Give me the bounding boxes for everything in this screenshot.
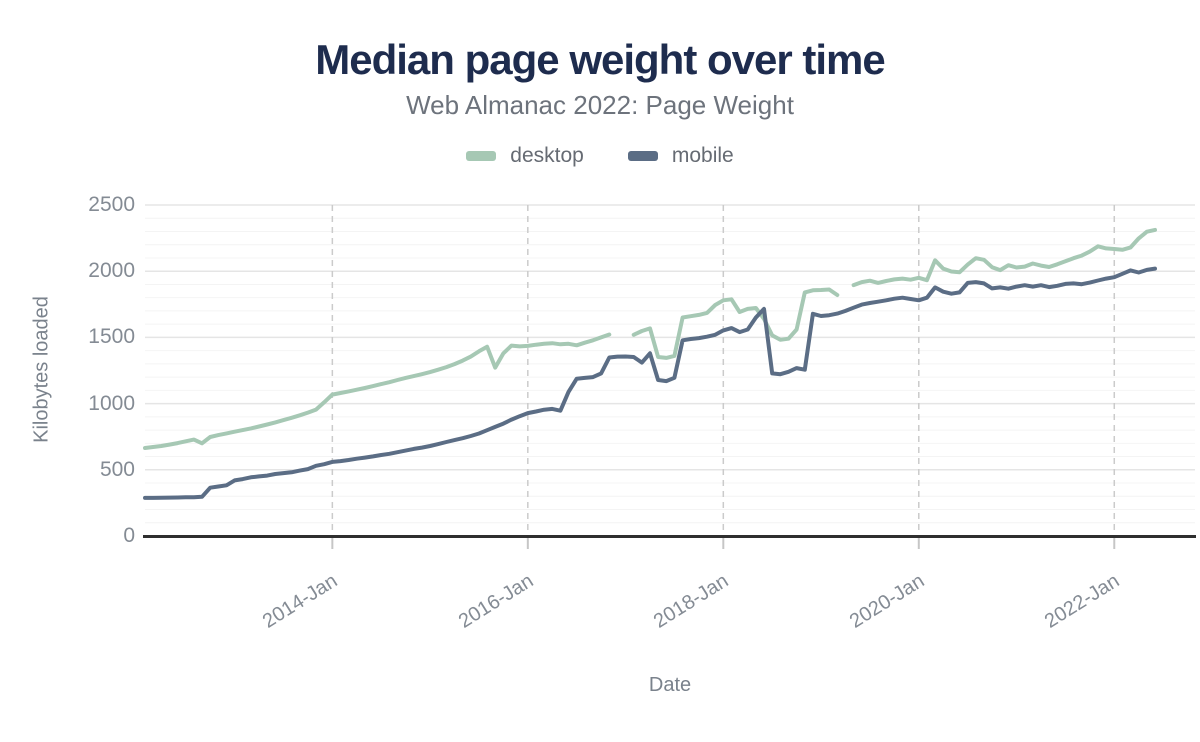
y-tick-label-1000: 1000	[88, 391, 135, 415]
y-tick-label-1500: 1500	[88, 325, 135, 349]
legend-item-desktop[interactable]: desktop	[466, 144, 584, 168]
y-tick-label-0: 0	[123, 524, 135, 547]
legend-item-mobile[interactable]: mobile	[627, 144, 734, 168]
desktop-line-series[interactable]	[143, 227, 1157, 450]
desktop-series-swatch-icon	[466, 151, 497, 161]
y-tick-label-500: 500	[99, 457, 135, 481]
x-axis-title: Date	[648, 674, 692, 696]
chart-legend: desktop mobile	[0, 144, 1200, 168]
y-axis-title: Kilobytes loaded	[30, 296, 53, 443]
mobile-series-swatch-icon	[627, 151, 658, 161]
legend-label-desktop: desktop	[510, 144, 584, 167]
y-tick-label-2500: 2500	[88, 193, 135, 216]
legend-label-mobile: mobile	[671, 144, 734, 167]
mobile-line-series[interactable]	[143, 266, 1157, 500]
y-tick-label-2000: 2000	[88, 259, 135, 283]
chart-title: Median page weight over time	[315, 36, 885, 83]
chart-subtitle: Web Almanac 2022: Page Weight	[406, 90, 794, 120]
